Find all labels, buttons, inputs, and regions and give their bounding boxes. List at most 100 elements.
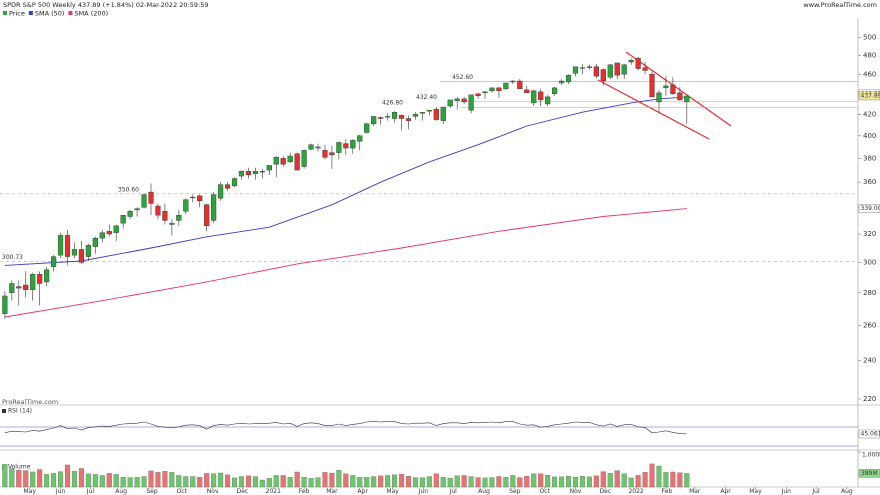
candle-body [364,123,370,133]
candle-body [92,237,98,247]
x-tick-label: Jun [418,488,429,495]
y-tick-label: 240 [863,357,876,365]
volume-bar [628,477,634,488]
candle-body [517,80,523,90]
y-tick-label: 420 [863,110,876,118]
candle-body [266,165,272,171]
y-tick-label: 500 [863,34,876,42]
volume-marker [858,469,880,478]
candle-body [315,146,321,149]
x-tick-label: Jun [55,488,66,495]
x-tick-label: Aug [115,488,127,495]
volume-bar [405,475,412,488]
level-label: 426.80 [382,100,403,107]
candle-body [273,157,279,165]
legend-swatch [28,11,33,15]
candle-body [489,87,495,92]
x-tick-label: Jul [449,488,458,495]
volume-bar [489,477,495,488]
volume-bar [614,470,620,488]
sma-line [4,208,687,318]
volume-bar [99,475,105,488]
candle-body [155,205,161,216]
candle-body [384,116,391,118]
x-tick-label: Nov [207,488,219,495]
candle-body [183,199,189,212]
candle-body [57,235,64,256]
x-tick-label: Oct [177,488,188,495]
y-tick-label: 300 [863,258,876,266]
volume-bar [364,477,370,488]
x-tick-label: Aug [841,488,853,495]
volume-bar [190,476,196,488]
legend-label: Price [9,10,25,18]
candle-body [50,256,57,268]
x-tick-label: Nov [570,488,582,495]
y-tick-label: 320 [863,230,876,238]
price-marker [858,204,880,213]
candle-body [628,59,634,63]
candle-body [572,66,579,74]
candle-body [503,82,509,90]
candle-body [217,184,224,199]
volume-bar [663,472,669,488]
volume-bar [273,475,279,488]
volume-bar [231,477,238,488]
volume-bar [30,471,36,488]
x-tick-label: Jul [86,488,95,495]
y-tick-label: 460 [863,70,876,78]
volume-bar [336,470,342,488]
volume-bar [461,475,467,488]
y-tick-label: 480 [863,52,876,60]
volume-bar [51,473,57,488]
candle-body [224,184,231,189]
volume-bar [211,473,217,488]
candle-body [538,91,544,101]
price-marker-label: 339.00 [861,205,880,212]
candle-body [71,249,78,256]
x-tick-label: May [24,488,37,495]
y-tick-label: 260 [863,321,876,329]
level-label: 300.73 [2,254,23,261]
candle-body [37,274,43,284]
candle-body [426,109,432,112]
volume-bar [141,476,147,488]
volume-bar [113,474,119,488]
candle-body [447,99,453,107]
candle-body [169,222,175,225]
candle-body [371,116,377,125]
volume-bar [350,475,356,488]
candle-body [454,98,460,102]
volume-bar [294,471,300,488]
candle-body [552,87,558,95]
volume-bar [531,473,537,488]
volume-bar [440,477,446,488]
volume-bar [280,475,286,488]
y-tick-label: 360 [863,178,876,186]
price-marker [858,91,880,101]
legend-swatch [68,11,73,15]
volume-bar [120,477,126,488]
x-tick-label: 2021 [266,488,281,495]
candle-body [176,214,182,221]
candle-body [308,144,314,150]
volume-bar [148,470,154,488]
candle-body [482,91,488,94]
volume-bar [16,470,22,488]
x-tick-label: Sep [509,488,521,495]
volume-bar [92,474,98,488]
volume-bar [524,475,530,488]
volume-bar [635,475,641,488]
volume-bar [259,479,265,488]
volume-bar [9,468,15,488]
candle-body [475,93,481,97]
candle-body [259,171,265,173]
volume-bar [169,472,175,488]
candle-body [106,231,112,235]
volume-bar [176,475,182,488]
trend-line [597,79,710,140]
legend-label: SMA (50) [35,10,65,18]
volume-bar [106,473,112,488]
